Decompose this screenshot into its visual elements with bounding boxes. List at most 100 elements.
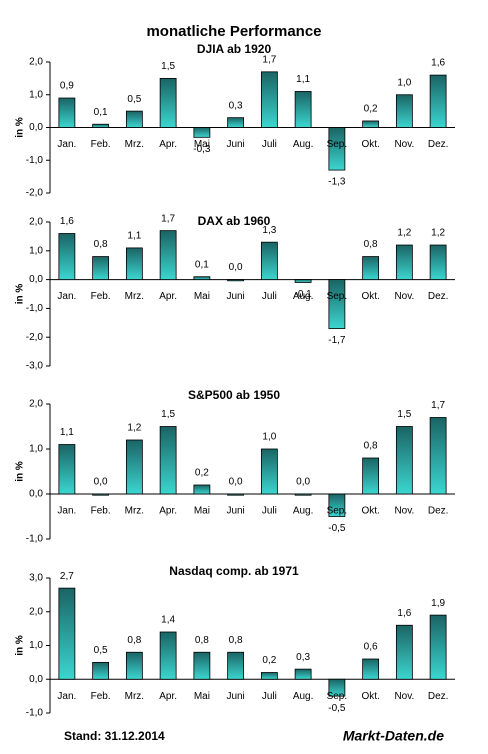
value-label: 1,0 <box>262 432 276 443</box>
x-tick-label: Nov. <box>394 139 414 150</box>
bar <box>58 587 76 680</box>
value-label: 0,3 <box>296 652 310 663</box>
value-label: 0,9 <box>60 81 74 92</box>
x-tick-label: Mrz. <box>125 291 144 302</box>
x-tick-label: Okt. <box>361 506 379 517</box>
value-label: 0,0 <box>229 477 243 488</box>
bar <box>92 661 110 680</box>
subplot-title: DJIA ab 1920 <box>197 42 272 56</box>
value-label: 0,5 <box>127 94 141 105</box>
x-tick-label: Sep. <box>327 291 348 302</box>
y-tick-label: 0,0 <box>29 489 43 500</box>
value-label: -0,5 <box>328 523 346 534</box>
value-label: 0,2 <box>262 655 276 666</box>
subplot-title: S&P500 ab 1950 <box>188 388 280 402</box>
x-tick-label: Juli <box>262 506 277 517</box>
x-tick-label: Apr. <box>159 139 177 150</box>
x-tick-label: Okt. <box>361 139 379 150</box>
value-label: 1,2 <box>397 228 411 239</box>
value-label: 1,7 <box>262 54 276 65</box>
y-tick-label: -1,0 <box>26 155 44 166</box>
bar <box>227 651 245 680</box>
value-label: 1,3 <box>262 225 276 236</box>
value-label: 1,6 <box>60 216 74 227</box>
bar <box>362 658 380 680</box>
x-tick-label: Jan. <box>57 506 76 517</box>
x-tick-label: Sep. <box>327 139 348 150</box>
x-tick-label: Aug. <box>293 291 314 302</box>
value-label: 1,1 <box>60 427 74 438</box>
x-tick-label: Juli <box>262 291 277 302</box>
x-tick-label: Mrz. <box>125 139 144 150</box>
x-tick-label: Mai <box>194 506 210 517</box>
x-tick-label: Mrz. <box>125 691 144 702</box>
bar <box>328 279 346 329</box>
value-label: 1,7 <box>431 400 445 411</box>
value-label: 0,1 <box>195 259 209 270</box>
x-tick-label: Feb. <box>91 506 111 517</box>
chart-title: monatliche Performance <box>146 23 321 40</box>
y-axis-label: in % <box>15 117 26 138</box>
x-tick-label: Okt. <box>361 691 379 702</box>
bar <box>429 417 447 495</box>
y-tick-label: 0,0 <box>29 674 43 685</box>
x-tick-label: Mai <box>194 291 210 302</box>
bar <box>294 91 312 128</box>
subplot-title: DAX ab 1960 <box>198 214 271 228</box>
value-label: 0,8 <box>364 239 378 250</box>
y-tick-label: 0,0 <box>29 122 43 133</box>
y-tick-label: -1,0 <box>26 708 44 719</box>
bar <box>58 444 76 495</box>
bar <box>260 241 278 281</box>
value-label: 0,3 <box>229 100 243 111</box>
value-label: 2,7 <box>60 571 74 582</box>
bar <box>260 71 278 128</box>
x-tick-label: Feb. <box>91 691 111 702</box>
bar <box>260 672 278 680</box>
bar <box>395 94 413 128</box>
value-label: 0,8 <box>364 441 378 452</box>
x-tick-label: Juni <box>226 691 244 702</box>
x-tick-label: Aug. <box>293 506 314 517</box>
y-tick-label: -3,0 <box>26 361 44 372</box>
bar <box>429 74 447 128</box>
bar <box>193 276 211 281</box>
x-tick-label: Mrz. <box>125 506 144 517</box>
value-label: 0,8 <box>195 635 209 646</box>
value-label: 1,1 <box>296 74 310 85</box>
bar <box>395 624 413 680</box>
bar <box>125 651 143 680</box>
y-tick-label: -1,0 <box>26 303 44 314</box>
x-tick-label: Juni <box>226 291 244 302</box>
x-tick-label: Apr. <box>159 691 177 702</box>
x-tick-label: Apr. <box>159 291 177 302</box>
value-label: 1,1 <box>127 231 141 242</box>
value-label: 0,0 <box>296 477 310 488</box>
value-label: -0,1 <box>295 289 313 300</box>
value-label: 1,2 <box>431 228 445 239</box>
bar <box>429 244 447 280</box>
bar <box>227 117 245 128</box>
bar <box>294 493 312 496</box>
bar <box>193 484 211 495</box>
bar <box>92 123 110 128</box>
x-tick-label: Feb. <box>91 291 111 302</box>
x-tick-label: Aug. <box>293 691 314 702</box>
footer-source: Markt-Daten.de <box>343 728 444 744</box>
value-label: 0,1 <box>94 107 108 118</box>
x-tick-label: Okt. <box>361 291 379 302</box>
subplot-title: Nasdaq comp. ab 1971 <box>169 564 299 578</box>
bar <box>58 233 76 281</box>
value-label: -0,5 <box>328 703 346 714</box>
x-tick-label: Nov. <box>394 506 414 517</box>
y-tick-label: 0,0 <box>29 274 43 285</box>
value-label: 0,8 <box>229 635 243 646</box>
bar <box>395 426 413 495</box>
bar <box>193 127 211 138</box>
bar <box>260 448 278 495</box>
bar <box>125 439 143 495</box>
value-label: 1,7 <box>161 213 175 224</box>
value-label: 1,4 <box>161 615 175 626</box>
value-label: -0,3 <box>193 144 211 155</box>
